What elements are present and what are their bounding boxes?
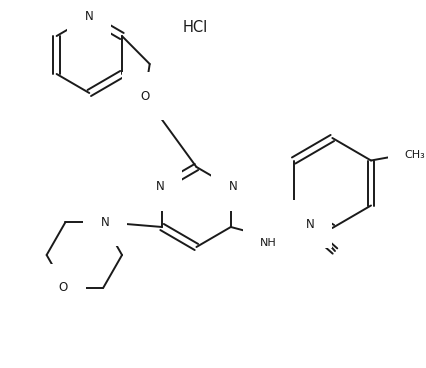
- Text: NH: NH: [259, 238, 276, 248]
- Text: O: O: [59, 282, 68, 294]
- Text: HCl: HCl: [182, 20, 207, 35]
- Text: N: N: [305, 217, 314, 230]
- Text: N: N: [101, 216, 109, 229]
- Text: O: O: [140, 89, 149, 103]
- Text: CH₃: CH₃: [403, 151, 424, 160]
- Text: N: N: [228, 180, 236, 194]
- Text: N: N: [85, 11, 93, 24]
- Text: N: N: [155, 180, 164, 194]
